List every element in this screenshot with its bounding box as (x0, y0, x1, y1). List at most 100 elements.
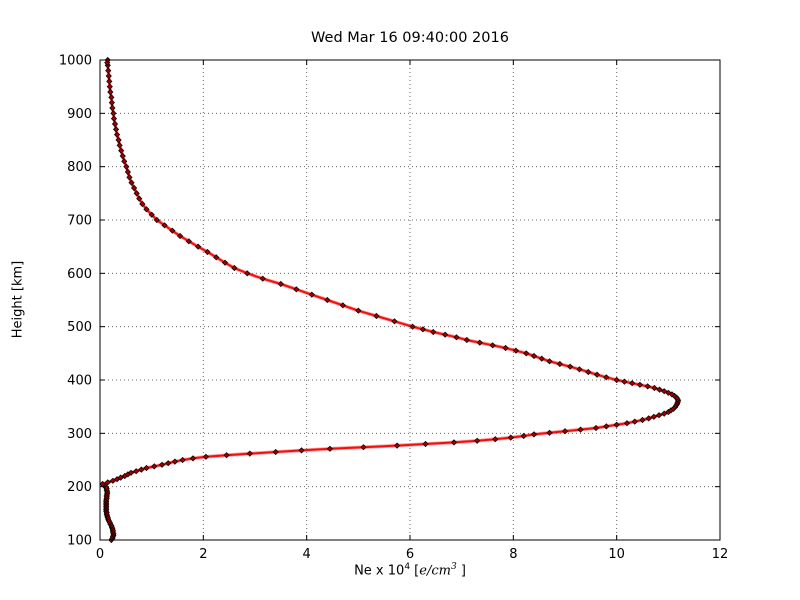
data-point-marker (665, 389, 672, 396)
data-point-marker (124, 168, 131, 176)
data-point-marker (629, 380, 636, 387)
data-point-marker (117, 474, 124, 481)
data-point-marker (151, 463, 158, 470)
data-point-marker (391, 318, 398, 325)
data-point-marker (613, 421, 620, 428)
data-point-marker (661, 410, 668, 417)
x-axis-label: Ne x 104 [e/cm3 ] (100, 562, 720, 578)
data-point-marker (576, 366, 583, 373)
x-tick-label: 0 (96, 547, 104, 562)
data-point-marker (585, 368, 592, 376)
data-point-marker (502, 344, 509, 352)
x-tick-label: 10 (608, 547, 625, 562)
data-point-marker (272, 448, 279, 456)
data-point-marker (148, 211, 155, 218)
data-point-marker (530, 431, 538, 438)
x-tick-label: 8 (509, 547, 517, 562)
data-point-marker (231, 264, 238, 272)
data-point-marker (221, 259, 229, 266)
data-point-marker (577, 426, 584, 433)
data-point-marker (523, 350, 530, 357)
data-point-marker (158, 461, 166, 468)
x-axis-label-prefix: Ne x 10 (354, 563, 405, 579)
data-point-marker (326, 445, 334, 452)
data-point-marker (561, 428, 569, 435)
data-point-marker (113, 131, 121, 138)
data-point-marker (169, 227, 176, 234)
data-point-marker (153, 216, 160, 224)
data-point-marker (105, 67, 112, 74)
data-point-marker (593, 371, 601, 378)
data-point-marker (430, 328, 437, 336)
data-point-marker (106, 78, 113, 85)
x-axis-label-close-bracket: ] (456, 563, 466, 579)
data-point-marker (277, 280, 284, 288)
data-point-marker (110, 110, 117, 117)
data-point-marker (115, 136, 122, 144)
data-point-marker (644, 383, 651, 390)
data-line (101, 59, 680, 541)
y-axis-label: Height [km] (10, 260, 26, 339)
data-point-marker (636, 381, 644, 388)
data-point-marker (119, 152, 126, 160)
y-tick-label: 900 (67, 107, 92, 122)
data-point-marker (127, 469, 135, 476)
data-point-marker (453, 334, 460, 341)
data-point-marker (126, 174, 133, 181)
data-point-marker (419, 326, 427, 333)
data-point-marker (161, 222, 168, 229)
data-point-marker (613, 376, 620, 384)
y-tick-label: 400 (67, 374, 92, 389)
x-axis-label-exponent: 4 (404, 562, 411, 572)
data-point-marker (546, 429, 553, 436)
data-point-marker (246, 450, 253, 457)
data-point-marker (109, 477, 117, 484)
data-point-marker (165, 460, 172, 467)
data-point-marker (592, 424, 600, 432)
data-point-marker (133, 468, 140, 475)
data-line-halo (100, 59, 680, 541)
data-point-marker (538, 355, 545, 362)
data-point-marker (202, 453, 210, 460)
data-point-marker (189, 455, 197, 462)
data-point-marker (556, 360, 563, 368)
data-point-marker (656, 386, 663, 393)
x-tick-label: 2 (199, 547, 207, 562)
data-point-marker (118, 147, 125, 154)
data-point-marker (655, 412, 663, 419)
data-point-marker (661, 388, 668, 395)
data-point-marker (298, 447, 305, 454)
data-point-marker (450, 439, 458, 446)
y-tick-label: 800 (67, 160, 92, 175)
y-tick-label: 300 (67, 427, 92, 442)
data-point-marker (143, 206, 150, 213)
plot-title: Wed Mar 16 09:40:00 2016 (311, 30, 509, 46)
data-point-marker (171, 458, 179, 465)
y-tick-label: 200 (67, 480, 92, 495)
data-point-marker (324, 296, 331, 304)
data-point-marker (603, 423, 610, 430)
data-point-marker (195, 243, 202, 250)
data-point-marker (512, 347, 520, 354)
data-point-marker (179, 456, 186, 464)
data-point-marker (213, 254, 220, 261)
x-axis-label-unit-exponent: 3 (450, 562, 457, 572)
data-point-marker (107, 88, 114, 96)
y-tick-label: 1000 (59, 54, 92, 69)
data-point-marker (393, 442, 401, 449)
data-point-marker (133, 190, 140, 197)
data-point-marker (650, 413, 657, 420)
data-point-marker (105, 72, 112, 80)
data-point-marker (409, 323, 416, 330)
data-point-marker (136, 195, 143, 202)
data-point-marker (108, 94, 115, 101)
y-tick-label: 700 (67, 214, 92, 229)
data-point-marker (138, 466, 145, 473)
data-point-marker (339, 302, 346, 309)
data-point-marker (106, 83, 113, 90)
data-point-marker (128, 179, 135, 186)
data-point-marker (520, 432, 527, 440)
data-point-marker (651, 384, 658, 392)
